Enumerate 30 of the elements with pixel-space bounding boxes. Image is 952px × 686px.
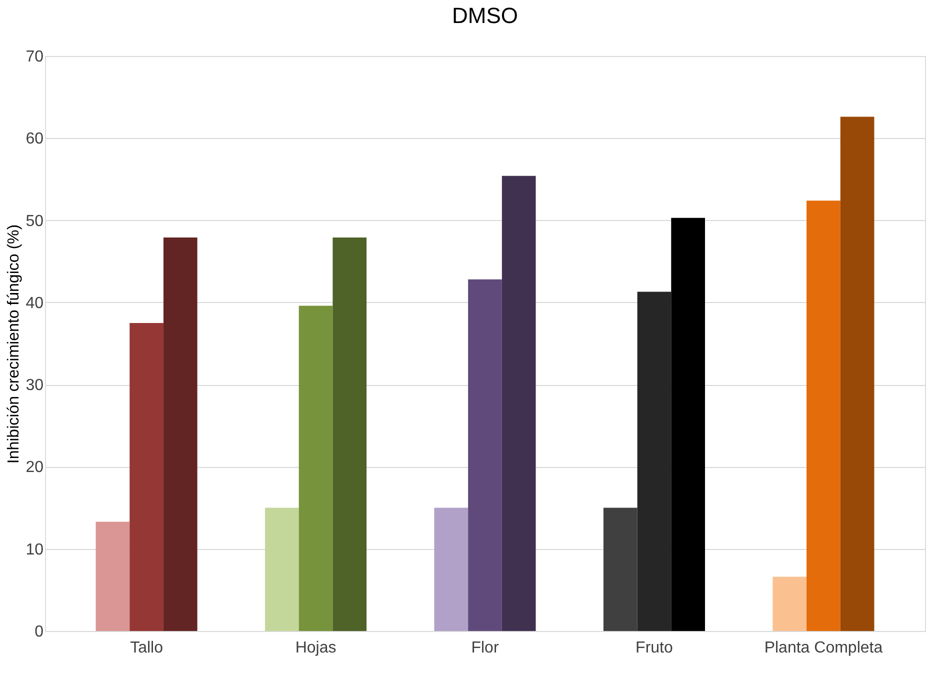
y-tick-label: 20 [26,459,44,476]
y-tick-label: 70 [26,48,44,66]
bar [96,522,130,631]
bar [332,238,367,631]
bar [806,200,840,631]
bar [163,238,198,631]
y-tick-label: 30 [26,377,44,394]
x-tick-label: Planta Completa [764,640,883,656]
bar [840,116,874,631]
x-tick-label: Fruto [636,640,674,656]
bar [298,306,333,631]
chart-title: DMSO [452,3,518,28]
bar [468,279,502,631]
bar [502,176,536,631]
bar [434,508,468,631]
y-tick-label: 10 [26,541,44,558]
y-tick-label: 40 [26,294,44,312]
y-tick-label: 50 [26,212,44,230]
y-tick-label: 0 [34,624,44,640]
bar [637,292,672,631]
x-tick-label: Tallo [130,640,164,656]
x-tick-label: Hojas [295,640,336,656]
bar [772,576,807,631]
x-tick-label: Flor [471,640,500,656]
y-axis-title: Inhibición crecimiento fúngico (%) [6,224,23,464]
bar [671,218,705,631]
bar [130,322,164,631]
bar [603,508,638,631]
y-tick-label: 60 [26,130,44,148]
bar [265,508,299,631]
